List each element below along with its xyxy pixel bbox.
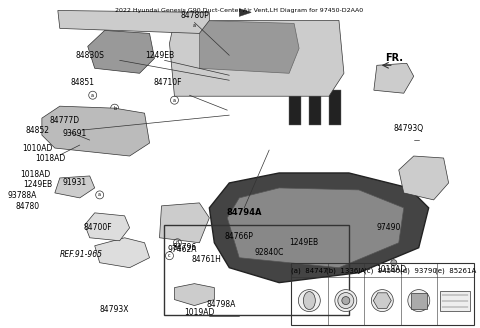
Text: c: c: [168, 253, 171, 258]
Polygon shape: [55, 176, 95, 198]
Circle shape: [342, 297, 350, 305]
Bar: [291, 263, 474, 324]
Polygon shape: [85, 213, 130, 241]
Bar: [309, 90, 321, 125]
Text: 93788A: 93788A: [7, 192, 36, 200]
Polygon shape: [95, 238, 150, 268]
Polygon shape: [411, 293, 427, 309]
Ellipse shape: [303, 292, 315, 310]
Text: a: a: [91, 93, 94, 98]
Circle shape: [299, 290, 320, 312]
Text: 84761H: 84761H: [192, 255, 221, 264]
Text: (e)  85261A: (e) 85261A: [435, 267, 476, 274]
Text: 84796: 84796: [172, 243, 196, 252]
Text: 91931: 91931: [63, 178, 87, 187]
Polygon shape: [209, 173, 429, 283]
Polygon shape: [169, 20, 344, 96]
Circle shape: [372, 290, 393, 312]
Text: FR.: FR.: [385, 53, 403, 63]
Text: 1018AD: 1018AD: [377, 265, 407, 274]
Text: (c)  94540: (c) 94540: [364, 267, 400, 274]
Text: 93691: 93691: [63, 129, 87, 137]
Text: 1249EB: 1249EB: [24, 180, 52, 190]
Text: 92840C: 92840C: [254, 248, 284, 257]
Bar: [165, 225, 349, 315]
Text: 84794A: 84794A: [227, 208, 262, 217]
Bar: [329, 90, 341, 125]
Polygon shape: [373, 293, 391, 308]
Polygon shape: [174, 284, 215, 306]
Circle shape: [391, 260, 397, 266]
Text: 1249EB: 1249EB: [289, 238, 319, 247]
Polygon shape: [228, 188, 404, 268]
Text: a: a: [173, 98, 176, 103]
Text: 97490: 97490: [377, 223, 401, 232]
Circle shape: [335, 290, 357, 312]
Text: 1010AD: 1010AD: [23, 144, 53, 153]
Polygon shape: [42, 106, 150, 156]
Text: REF.91-965: REF.91-965: [60, 250, 103, 259]
Circle shape: [408, 290, 430, 312]
Text: 84852: 84852: [26, 126, 50, 134]
Circle shape: [338, 293, 354, 309]
Text: 84780: 84780: [16, 202, 40, 211]
Text: 1019AD: 1019AD: [184, 308, 215, 317]
Polygon shape: [199, 20, 299, 73]
Polygon shape: [159, 203, 209, 243]
Polygon shape: [399, 156, 449, 200]
Text: (b)  1336JA: (b) 1336JA: [326, 267, 365, 274]
Text: 1018AD: 1018AD: [35, 154, 65, 162]
Text: 84793Q: 84793Q: [394, 124, 424, 133]
Text: 1249EB: 1249EB: [145, 51, 174, 60]
Text: 84830S: 84830S: [75, 51, 104, 60]
Text: 84851: 84851: [71, 78, 95, 87]
Text: 84793X: 84793X: [100, 305, 130, 314]
Text: a: a: [193, 23, 196, 28]
Text: 84777D: 84777D: [50, 116, 80, 125]
Bar: [289, 90, 301, 125]
Text: 2022 Hyundai Genesis G90 Duct-Center Air Vent,LH Diagram for 97450-D2AA0: 2022 Hyundai Genesis G90 Duct-Center Air…: [115, 9, 363, 13]
Text: 97462A: 97462A: [168, 245, 197, 254]
Text: 84710F: 84710F: [153, 78, 182, 87]
Text: 84780P: 84780P: [180, 11, 209, 20]
Text: (d)  93790: (d) 93790: [400, 267, 437, 274]
Text: a: a: [98, 193, 101, 197]
Polygon shape: [58, 10, 209, 33]
Text: 84766P: 84766P: [225, 232, 254, 241]
Polygon shape: [88, 31, 155, 73]
Text: 84700F: 84700F: [84, 223, 112, 232]
Text: d: d: [176, 240, 179, 245]
Text: (a)  84747: (a) 84747: [291, 267, 327, 274]
Text: b: b: [113, 106, 116, 111]
Polygon shape: [239, 9, 251, 16]
Polygon shape: [374, 63, 414, 93]
Text: 84798A: 84798A: [206, 300, 236, 309]
Text: 1018AD: 1018AD: [20, 171, 50, 179]
Bar: [440, 291, 470, 311]
